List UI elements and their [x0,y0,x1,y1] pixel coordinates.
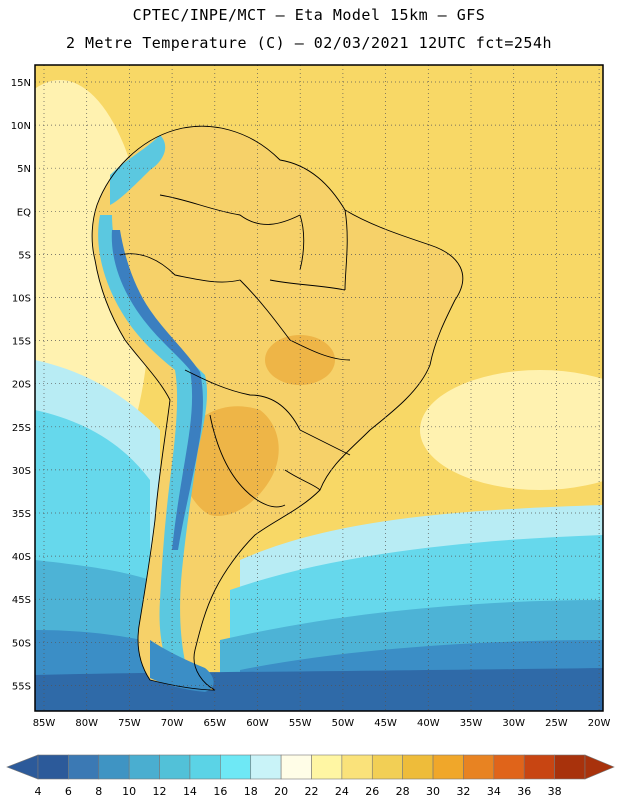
lat-lon-grid [35,65,603,711]
colorbar-label: 20 [274,785,288,798]
patagonia-tip [150,640,214,692]
lat-label: 10N [11,121,31,132]
colorbar-swatch [402,754,434,780]
colorbar-label: 16 [213,785,227,798]
lat-label: 20S [12,380,31,391]
colorbar-arrow-low [6,754,39,780]
colorbar-swatch [280,754,312,780]
colorbar-label: 8 [95,785,102,798]
lon-label: 35W [460,718,483,729]
colorbar-label: 34 [487,785,501,798]
lat-label: EQ [17,207,31,218]
colorbar-arrow-high [584,754,615,780]
lon-label: 45W [374,718,397,729]
colorbar-label: 4 [35,785,42,798]
colorbar-swatch [341,754,373,780]
lon-label: 50W [332,718,355,729]
colorbar-label: 12 [153,785,167,798]
lat-label: 15S [12,337,31,348]
colorbar-swatch [371,754,403,780]
colorbar-swatch [98,754,130,780]
lat-label: 50S [12,638,31,649]
latitude-labels: 15N 10N 5N EQ 5S 10S 15S 20S 25S 30S 35S 40S 45S 50S 5… [11,78,31,692]
colorbar-label: 36 [517,785,531,798]
colorbar-label: 24 [335,785,349,798]
lon-label: 70W [161,718,184,729]
title-line-1: CPTEC/INPE/MCT – Eta Model 15km – GFS [132,6,486,24]
interior-hot-zone [179,406,279,516]
colorbar-swatch [311,754,343,780]
lon-label: 30W [502,718,525,729]
longitude-labels: 85W 80W 75W 70W 65W 60W 55W 50W 45W 40W 35W 30W 25W 2… [33,718,611,729]
lon-label: 55W [289,718,312,729]
colorbar-swatch [128,754,160,780]
lon-label: 85W [33,718,56,729]
colorbar-label: 6 [65,785,72,798]
lat-label: 5N [17,164,31,175]
lat-label: 30S [12,466,31,477]
map-frame [34,64,604,712]
lat-label: 45S [12,595,31,606]
title-line-2: 2 Metre Temperature (C) – 02/03/2021 12U… [65,34,553,52]
lat-label: 15N [11,78,31,89]
colorbar-swatch [554,754,586,780]
andes-cool-strip [98,215,208,680]
north-andes-cool [110,135,166,205]
colorbar-swatch [37,754,69,780]
south-ocean-band-5 [35,668,603,711]
interior-hot-zone-2 [265,335,335,385]
map-field [35,65,603,711]
colorbar-label: 26 [365,785,379,798]
lon-label: 65W [203,718,226,729]
colorbar: 4 6 8 10 12 14 16 18 20 22 24 26 28 30 32 34 36 38 [6,754,615,798]
colorbar-label: 10 [122,785,136,798]
colorbar-swatch [493,754,525,780]
colorbar-swatch [220,754,252,780]
colorbar-label: 32 [456,785,470,798]
colorbar-label: 28 [396,785,410,798]
lat-label: 25S [12,423,31,434]
colorbar-swatch [250,754,282,780]
lat-label: 35S [12,509,31,520]
atlantic-mild-patch [420,370,603,490]
lat-label: 5S [18,250,31,261]
lat-label: 40S [12,552,31,563]
colorbar-label: 14 [183,785,197,798]
lon-label: 60W [246,718,269,729]
colorbar-swatch [68,754,100,780]
colorbar-swatch [463,754,495,780]
colorbar-label: 22 [305,785,319,798]
colorbar-label: 18 [244,785,258,798]
colorbar-label: 30 [426,785,440,798]
colorbar-swatch [523,754,555,780]
lon-label: 80W [75,718,98,729]
lat-label: 55S [12,681,31,692]
colorbar-label: 38 [548,785,562,798]
lat-label: 10S [12,294,31,305]
country-borders [91,125,464,691]
andes-cold-strip [111,230,203,550]
colorbar-swatch [159,754,191,780]
lon-label: 40W [417,718,440,729]
colorbar-swatch [189,754,221,780]
lon-label: 25W [545,718,568,729]
lon-label: 75W [118,718,141,729]
colorbar-swatch [432,754,464,780]
south-america-land [92,126,463,690]
lon-label: 20W [588,718,611,729]
